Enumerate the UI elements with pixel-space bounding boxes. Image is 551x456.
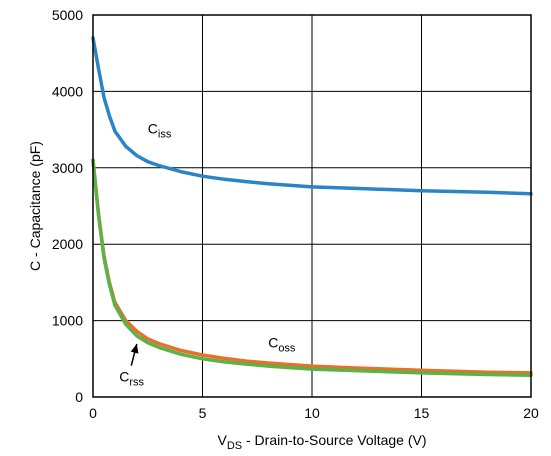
x-axis-title: VDS - Drain-to-Source Voltage (V) — [217, 432, 426, 452]
y-tick-label: 0 — [75, 389, 83, 405]
x-tick-label: 10 — [304, 405, 320, 421]
x-axis-title-rest: - Drain-to-Source Voltage (V) — [242, 432, 426, 448]
y-tick-label: 2000 — [52, 236, 83, 252]
y-tick-label: 4000 — [52, 83, 83, 99]
tick-labels: 0 5 10 15 20 0 1000 2000 3000 4000 5000 — [52, 7, 539, 421]
x-tick-label: 20 — [523, 405, 539, 421]
series-layer — [91, 36, 533, 377]
series-label-ciss: Ciss — [148, 120, 172, 140]
x-axis-title-sub: DS — [227, 440, 242, 452]
x-axis-title-main: V — [217, 432, 227, 448]
series-annotations: Ciss Coss Crss — [119, 120, 296, 388]
series-label-crss: Crss — [119, 369, 144, 389]
series-line-ciss — [91, 36, 533, 196]
crss-arrow-head — [130, 343, 139, 354]
y-tick-label: 5000 — [52, 7, 83, 23]
y-tick-label: 3000 — [52, 160, 83, 176]
y-axis-title: C - Capacitance (pF) — [27, 141, 43, 271]
y-tick-label: 1000 — [52, 313, 83, 329]
plot-frame — [92, 14, 532, 398]
grid — [93, 15, 531, 397]
series-label-coss: Coss — [268, 334, 296, 354]
x-tick-label: 5 — [199, 405, 207, 421]
x-tick-label: 15 — [414, 405, 430, 421]
series-line-crss — [91, 158, 533, 377]
x-tick-label: 0 — [89, 405, 97, 421]
